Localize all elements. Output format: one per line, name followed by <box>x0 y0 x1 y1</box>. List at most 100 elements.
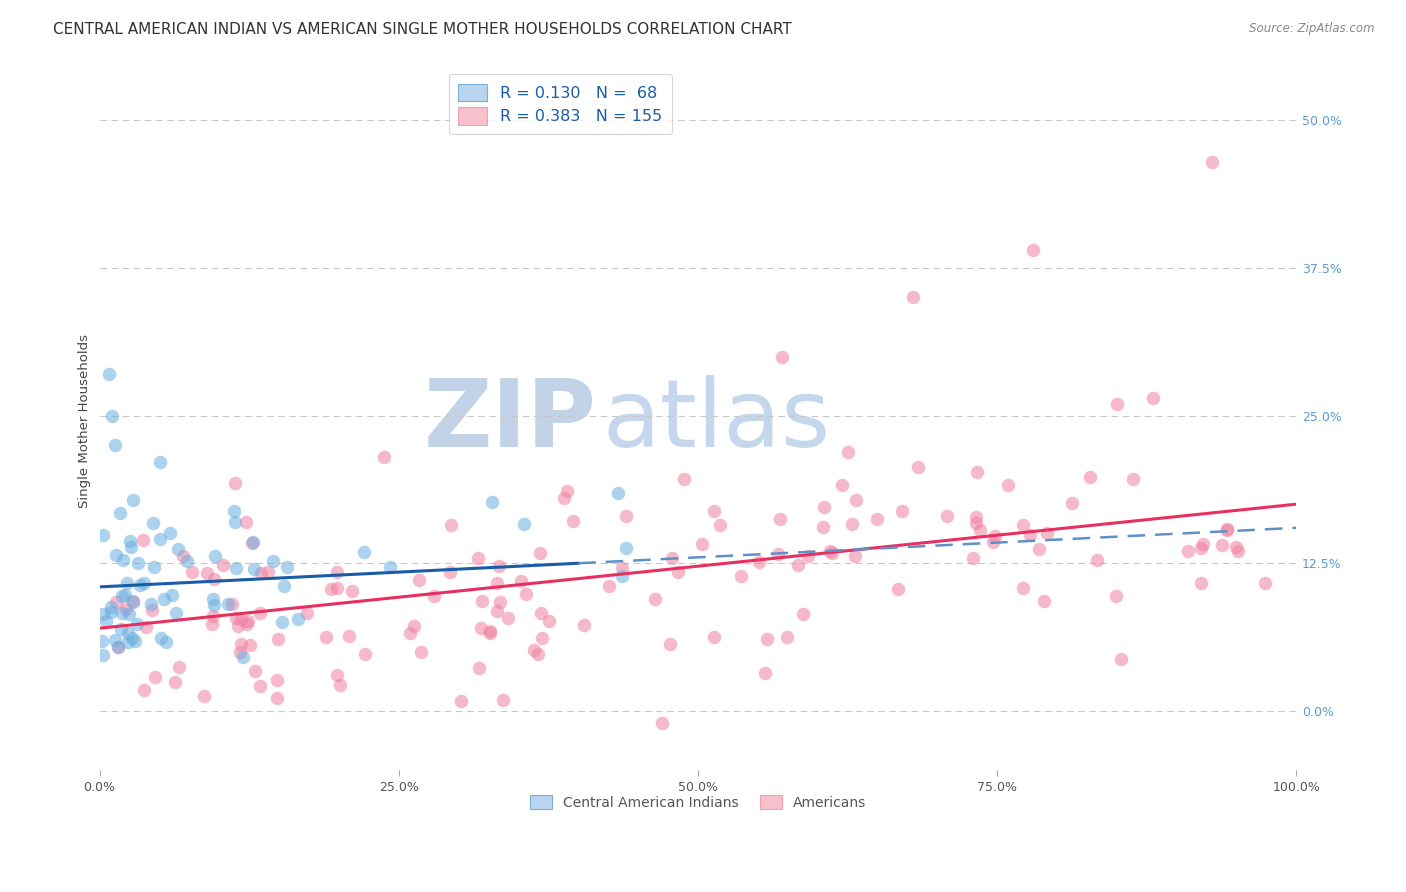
Point <box>217 597 239 611</box>
Point <box>226 619 249 633</box>
Point <box>176 554 198 568</box>
Point <box>118 534 141 549</box>
Point <box>936 509 959 524</box>
Text: atlas: atlas <box>602 376 831 467</box>
Point <box>1177 544 1199 558</box>
Point <box>661 550 683 565</box>
Point <box>471 594 494 608</box>
Point <box>659 637 682 651</box>
Point <box>1033 594 1056 608</box>
Point <box>486 576 509 591</box>
Point <box>440 518 463 533</box>
Point <box>169 660 191 674</box>
Point <box>513 517 536 532</box>
Point <box>515 587 537 601</box>
Point <box>143 560 166 574</box>
Point <box>531 631 554 645</box>
Point <box>249 679 271 693</box>
Point <box>111 589 134 603</box>
Point <box>201 616 224 631</box>
Point <box>103 633 125 648</box>
Point <box>467 661 489 675</box>
Point <box>408 573 430 587</box>
Point <box>1189 575 1212 590</box>
Point <box>271 615 294 629</box>
Point <box>132 533 155 548</box>
Point <box>562 514 585 528</box>
Point <box>409 645 432 659</box>
Point <box>224 476 246 491</box>
Point <box>143 670 166 684</box>
Point <box>481 494 503 508</box>
Point <box>1254 576 1277 591</box>
Point <box>342 583 364 598</box>
Point <box>1192 537 1215 551</box>
Point <box>236 615 259 629</box>
Text: CENTRAL AMERICAN INDIAN VS AMERICAN SINGLE MOTHER HOUSEHOLDS CORRELATION CHART: CENTRAL AMERICAN INDIAN VS AMERICAN SING… <box>53 22 792 37</box>
Point <box>242 535 264 549</box>
Point <box>467 550 489 565</box>
Point <box>193 690 215 704</box>
Point <box>100 600 122 615</box>
Point <box>204 549 226 563</box>
Point <box>114 602 136 616</box>
Point <box>607 485 630 500</box>
Point <box>149 455 172 469</box>
Point <box>373 450 395 464</box>
Point <box>242 562 264 576</box>
Point <box>172 549 194 563</box>
Point <box>129 578 152 592</box>
Point <box>124 634 146 648</box>
Point <box>180 566 202 580</box>
Point <box>118 607 141 621</box>
Point <box>478 625 501 640</box>
Point <box>229 644 252 658</box>
Point <box>1060 496 1083 510</box>
Point <box>249 566 271 580</box>
Point <box>1201 154 1223 169</box>
Point <box>96 615 118 629</box>
Text: Source: ZipAtlas.com: Source: ZipAtlas.com <box>1250 22 1375 36</box>
Point <box>141 516 163 531</box>
Point <box>127 557 149 571</box>
Point <box>598 578 620 592</box>
Point <box>907 459 929 474</box>
Point <box>488 559 510 574</box>
Point <box>890 504 912 518</box>
Point <box>1085 553 1108 567</box>
Point <box>235 515 257 529</box>
Point <box>1011 581 1033 595</box>
Point <box>886 582 908 597</box>
Point <box>235 617 257 632</box>
Point <box>498 611 520 625</box>
Point <box>770 350 793 364</box>
Point <box>530 606 553 620</box>
Point <box>792 607 814 622</box>
Point <box>166 542 188 557</box>
Point <box>326 668 349 682</box>
Point <box>287 612 309 626</box>
Point <box>423 589 446 603</box>
Point <box>117 635 139 649</box>
Y-axis label: Single Mother Households: Single Mother Households <box>79 334 91 508</box>
Point <box>201 609 224 624</box>
Point <box>100 605 122 619</box>
Point <box>866 511 889 525</box>
Point <box>553 491 575 505</box>
Point <box>211 558 233 572</box>
Point <box>353 647 375 661</box>
Point <box>690 537 713 551</box>
Point <box>98 368 121 382</box>
Point <box>326 581 349 595</box>
Point <box>492 693 515 707</box>
Point <box>831 478 853 492</box>
Point <box>478 624 501 638</box>
Point <box>981 535 1004 549</box>
Point <box>273 579 295 593</box>
Point <box>984 529 1007 543</box>
Legend: Central American Indians, Americans: Central American Indians, Americans <box>524 789 872 815</box>
Point <box>703 630 725 644</box>
Point <box>754 665 776 680</box>
Point <box>121 631 143 645</box>
Point <box>110 506 132 520</box>
